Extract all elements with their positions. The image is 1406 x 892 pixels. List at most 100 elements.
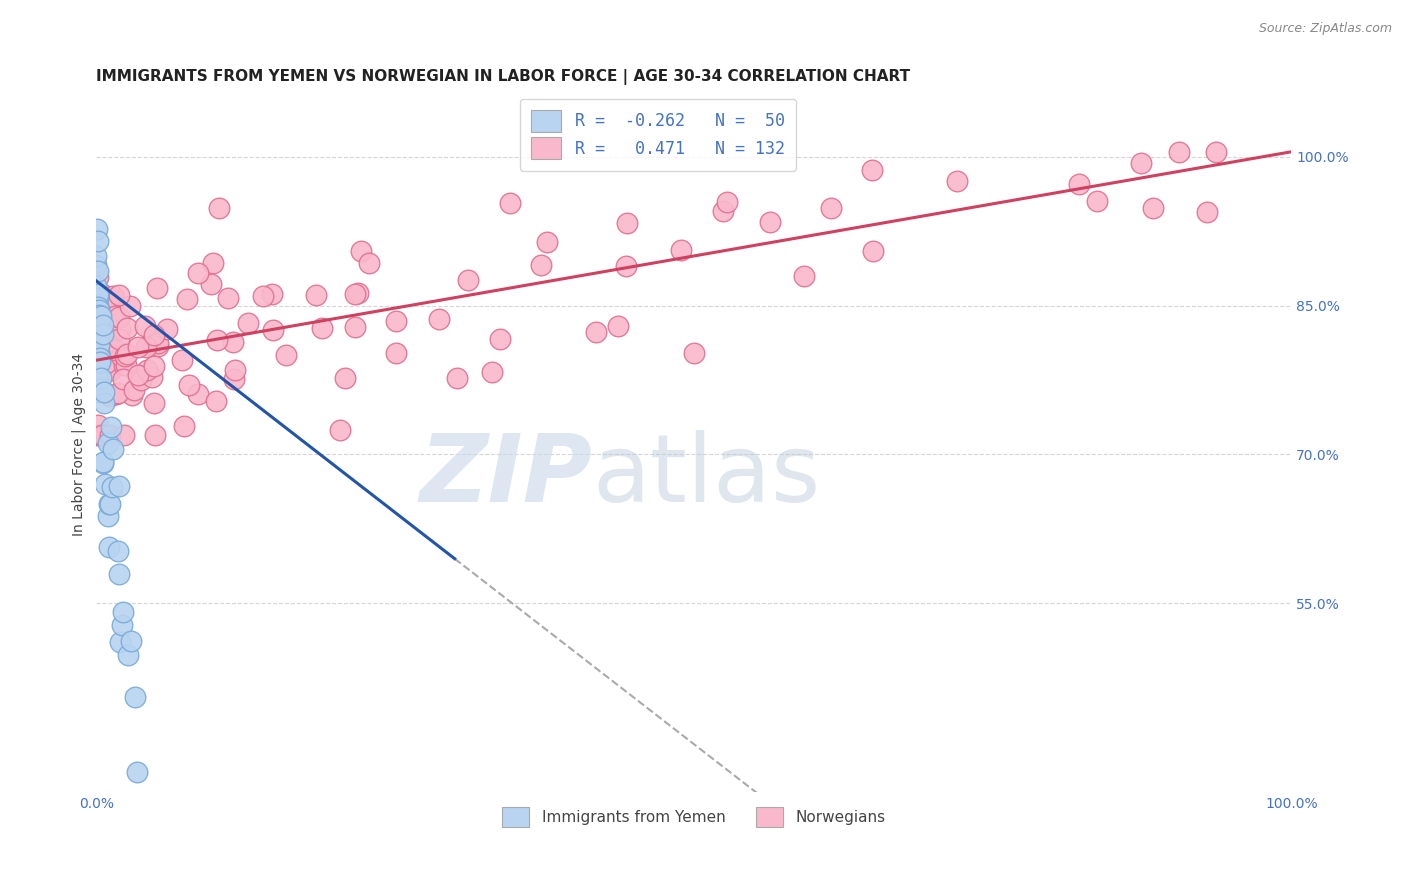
Point bbox=[115, 346, 138, 360]
Point bbox=[108, 332, 131, 346]
Point bbox=[97, 509, 120, 524]
Point bbox=[87, 318, 110, 332]
Point bbox=[101, 480, 124, 494]
Point bbox=[87, 235, 110, 249]
Point bbox=[115, 321, 138, 335]
Point bbox=[173, 418, 195, 433]
Point bbox=[1168, 145, 1191, 160]
Point bbox=[446, 371, 468, 385]
Point bbox=[1205, 145, 1227, 159]
Point bbox=[202, 256, 225, 270]
Point bbox=[862, 244, 884, 259]
Text: IMMIGRANTS FROM YEMEN VS NORWEGIAN IN LABOR FORCE | AGE 30-34 CORRELATION CHART: IMMIGRANTS FROM YEMEN VS NORWEGIAN IN LA… bbox=[96, 69, 910, 85]
Point bbox=[311, 320, 333, 334]
Point bbox=[108, 310, 131, 324]
Point bbox=[117, 648, 139, 663]
Point bbox=[343, 286, 366, 301]
Point bbox=[87, 287, 110, 301]
Point bbox=[1142, 201, 1164, 215]
Text: Source: ZipAtlas.com: Source: ZipAtlas.com bbox=[1258, 22, 1392, 36]
Point bbox=[97, 297, 120, 311]
Point bbox=[93, 427, 115, 442]
Point bbox=[91, 455, 114, 469]
Point bbox=[111, 618, 134, 632]
Point bbox=[136, 363, 159, 377]
Point bbox=[252, 289, 274, 303]
Point bbox=[97, 354, 120, 368]
Point bbox=[142, 337, 165, 351]
Point bbox=[224, 372, 246, 386]
Point bbox=[176, 292, 198, 306]
Point bbox=[141, 370, 163, 384]
Point bbox=[333, 370, 356, 384]
Point bbox=[616, 216, 638, 230]
Point bbox=[585, 325, 607, 339]
Point bbox=[84, 427, 107, 442]
Point bbox=[91, 318, 114, 332]
Point bbox=[86, 258, 108, 272]
Point bbox=[84, 384, 107, 398]
Point bbox=[90, 286, 112, 301]
Point bbox=[1069, 178, 1091, 192]
Point bbox=[143, 427, 166, 442]
Point bbox=[98, 320, 121, 334]
Point bbox=[104, 310, 127, 324]
Point bbox=[90, 382, 112, 396]
Point bbox=[107, 543, 129, 558]
Point bbox=[86, 249, 108, 263]
Point bbox=[93, 395, 115, 409]
Point bbox=[97, 330, 120, 344]
Point bbox=[529, 258, 551, 272]
Point bbox=[208, 201, 231, 215]
Point bbox=[87, 333, 110, 347]
Point bbox=[108, 566, 131, 581]
Point bbox=[124, 690, 146, 704]
Point bbox=[103, 289, 125, 303]
Point bbox=[127, 368, 149, 382]
Point bbox=[86, 349, 108, 363]
Point bbox=[86, 308, 108, 322]
Point bbox=[146, 280, 169, 294]
Point bbox=[90, 427, 112, 442]
Point bbox=[104, 386, 127, 401]
Point bbox=[84, 299, 107, 313]
Point bbox=[93, 385, 115, 400]
Point bbox=[112, 427, 135, 442]
Point bbox=[135, 340, 157, 354]
Point bbox=[97, 541, 120, 555]
Point bbox=[101, 442, 124, 456]
Point bbox=[359, 256, 381, 270]
Point bbox=[347, 286, 370, 301]
Point bbox=[1085, 194, 1108, 209]
Point bbox=[350, 244, 373, 258]
Point bbox=[946, 174, 969, 188]
Point bbox=[110, 350, 132, 364]
Text: ZIP: ZIP bbox=[419, 430, 592, 522]
Point bbox=[98, 497, 121, 511]
Point bbox=[87, 288, 110, 302]
Point bbox=[96, 356, 118, 370]
Point bbox=[607, 318, 630, 333]
Point bbox=[89, 338, 111, 352]
Point bbox=[111, 606, 134, 620]
Point bbox=[86, 270, 108, 285]
Point bbox=[343, 320, 366, 334]
Point bbox=[101, 355, 124, 369]
Point bbox=[86, 317, 108, 331]
Legend: Immigrants from Yemen, Norwegians: Immigrants from Yemen, Norwegians bbox=[496, 801, 891, 833]
Point bbox=[177, 377, 200, 392]
Point bbox=[305, 288, 328, 302]
Point bbox=[87, 301, 110, 315]
Point bbox=[329, 424, 352, 438]
Point bbox=[457, 273, 479, 287]
Point bbox=[669, 243, 692, 257]
Point bbox=[224, 363, 246, 377]
Point bbox=[146, 335, 169, 350]
Point bbox=[105, 343, 128, 357]
Point bbox=[499, 195, 522, 210]
Point bbox=[87, 303, 110, 318]
Point bbox=[87, 346, 110, 360]
Point bbox=[489, 332, 512, 346]
Point bbox=[716, 195, 738, 210]
Point bbox=[682, 346, 704, 360]
